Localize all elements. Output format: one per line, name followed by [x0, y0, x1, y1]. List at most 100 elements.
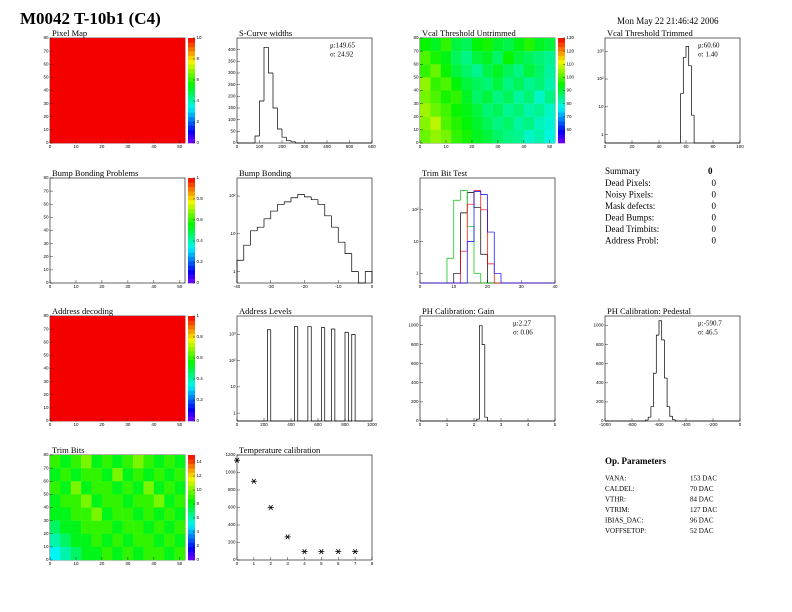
colorbar-label: 8 [197, 56, 200, 61]
histogram-bin [674, 419, 678, 422]
heat-cell [60, 546, 71, 561]
heat-cell [534, 116, 545, 131]
heat-cell [91, 533, 103, 548]
heat-cell [503, 64, 514, 78]
x-tick-label: -400 [681, 422, 691, 427]
panel-title: Address decoding [52, 306, 114, 316]
heat-cell [534, 103, 545, 117]
colorbar-step [188, 494, 195, 500]
heat-cell [420, 64, 431, 78]
summary-label: Dead Pixels: [605, 178, 651, 188]
op-value: 70 DAC [690, 485, 714, 493]
heat-cell [534, 51, 545, 65]
heat-cell [471, 103, 483, 117]
colorbar-step [188, 351, 195, 356]
heat-cell [513, 64, 525, 78]
heat-cell [471, 116, 483, 131]
y-tick-label: 20 [43, 392, 49, 397]
heat-cell [60, 520, 71, 534]
y-tick-label: 50 [43, 215, 49, 220]
heat-cell [91, 507, 103, 521]
x-tick-label: 50 [547, 144, 553, 149]
panel: 00.20.40.60.810 10 20 30 40 50010203040506070… [43, 168, 203, 289]
colorbar-step [188, 364, 195, 369]
histogram-bin [473, 191, 481, 242]
colorbar-step [188, 329, 195, 334]
heat-cell [153, 546, 165, 561]
panel: 0 1 2 3 4 5 0 200 400 600 800 1000 PH Calibration: G… [408, 306, 556, 427]
histogram-bin [460, 190, 468, 201]
heat-cell [440, 116, 452, 131]
y-tick-label: 0 [601, 418, 604, 423]
histogram-bin [263, 218, 271, 228]
histogram-bin [272, 73, 278, 109]
x-tick-label: 4 [303, 561, 306, 566]
x-tick-label: 10 [451, 284, 457, 289]
colorbar-step [558, 99, 565, 104]
heat-cell [133, 481, 144, 495]
heat-cell [451, 77, 462, 91]
colorbar-label: 6 [197, 515, 200, 520]
heat-cell [482, 77, 493, 91]
heat-cell [112, 546, 123, 561]
y-tick-label: 60 [43, 339, 49, 344]
heat-cell [60, 468, 71, 482]
y-tick-label: 50 [43, 353, 49, 358]
colorbar-step [188, 134, 195, 139]
histogram-bin [304, 194, 312, 198]
x-tick-label: 600 [314, 422, 322, 427]
colorbar-label: 0.8 [197, 334, 204, 339]
heat-cell [70, 481, 82, 495]
x-tick-label: 5 [554, 422, 557, 427]
histogram-bin [661, 320, 665, 341]
y-tick-label: 80 [43, 452, 49, 457]
heat-cell [544, 77, 556, 91]
heat-cell [50, 38, 186, 144]
x-tick-label: 10 [73, 561, 79, 566]
summary-title: Summary [605, 166, 640, 176]
colorbar-step [188, 191, 195, 196]
x-tick-label: 40 [552, 284, 558, 289]
summary-label: Noisy Pixels: [605, 190, 653, 200]
heat-cell [153, 494, 165, 508]
y-tick-label: 10² [229, 358, 236, 363]
colorbar-label: 100 [567, 75, 575, 80]
x-tick-label: 200 [260, 422, 268, 427]
colorbar-step [188, 138, 195, 144]
heat-cell [471, 51, 483, 65]
colorbar-step [188, 390, 195, 396]
histogram-bin [466, 203, 474, 252]
histogram-bin [672, 416, 676, 420]
histogram-bin [658, 320, 662, 336]
colorbar-step [188, 68, 195, 74]
op-label: VTRIM: [605, 506, 630, 514]
histogram-bin [324, 204, 332, 217]
panel: 00.20.40.60.810 10 20 30 40 50010203040506070… [43, 306, 203, 427]
x-tick-label: 50 [177, 422, 183, 427]
x-tick-label: 20 [469, 144, 475, 149]
y-tick-label: 80 [413, 35, 419, 40]
histogram-bin [473, 226, 481, 274]
y-tick-label: 1 [416, 271, 419, 276]
x-tick-label: 5 [320, 561, 323, 566]
x-tick-label: 10 [73, 422, 79, 427]
heat-cell [164, 546, 175, 561]
colorbar-step [188, 42, 195, 48]
y-tick-label: 400 [411, 380, 419, 385]
heat-cell [81, 520, 92, 534]
colorbar-step [188, 377, 195, 382]
colorbar-step [188, 274, 195, 279]
colorbar-label: 12 [197, 473, 203, 478]
heat-cell [503, 51, 514, 65]
heat-cell [50, 520, 61, 534]
marker [284, 534, 291, 540]
heat-cell [143, 455, 155, 469]
heat-cell [81, 507, 92, 521]
heat-cell [70, 507, 82, 521]
heat-cell [420, 116, 431, 131]
heat-cell [81, 494, 92, 508]
heat-cell [122, 520, 134, 534]
colorbar-step [188, 324, 195, 330]
histogram-bin [647, 416, 651, 421]
y-tick-label: 600 [228, 505, 236, 510]
